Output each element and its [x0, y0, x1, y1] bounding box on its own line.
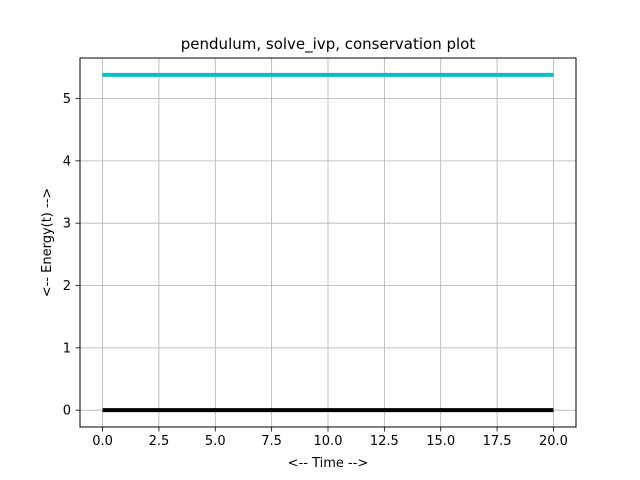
x-tick-label: 15.0 [426, 434, 455, 449]
y-tick-label: 2 [63, 279, 71, 294]
series-group [102, 72, 554, 413]
x-tick-label: 17.5 [483, 434, 512, 449]
ticks: 0.0 2.5 5.0 7.5 10.0 12.5 15.0 17.5 20.0 0 1 2 3 4 5 [63, 92, 568, 449]
x-tick-label: 2.5 [149, 434, 170, 449]
x-tick-label: 10.0 [314, 434, 343, 449]
y-tick-label: 5 [63, 92, 71, 107]
x-tick-label: 5.0 [205, 434, 226, 449]
y-tick-label: 4 [63, 154, 71, 169]
x-axis-label: <-- Time --> [288, 456, 369, 471]
y-axis-label: <-- Energy(t) --> [40, 188, 55, 298]
x-tick-label: 12.5 [370, 434, 399, 449]
y-tick-label: 3 [63, 217, 71, 232]
x-tick-label: 20.0 [539, 434, 568, 449]
grid [80, 58, 576, 427]
x-tick-label: 0.0 [92, 434, 113, 449]
x-tick-label: 7.5 [261, 434, 282, 449]
chart-title: pendulum, solve_ivp, conservation plot [181, 35, 476, 54]
y-tick-label: 0 [63, 404, 71, 419]
y-tick-label: 1 [63, 341, 71, 356]
